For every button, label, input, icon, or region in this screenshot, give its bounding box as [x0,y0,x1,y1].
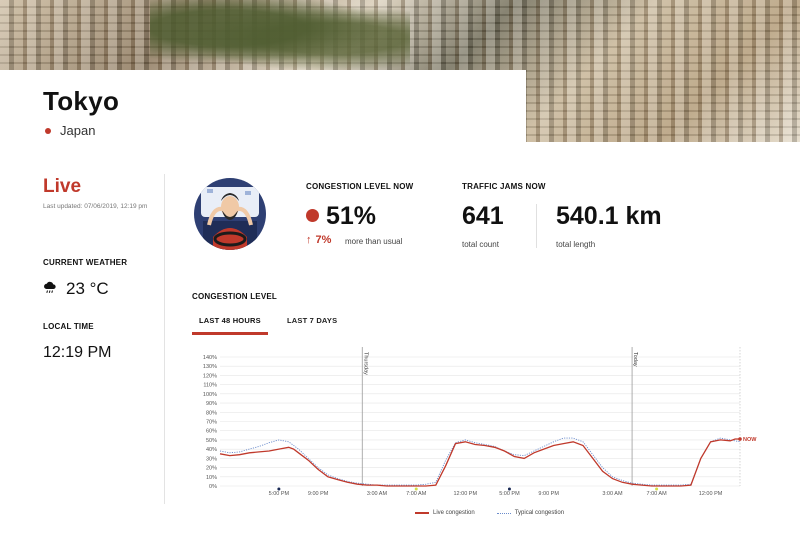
country-name: Japan [60,123,96,138]
y-tick-label: 90% [206,401,217,407]
legend-typical-swatch [496,512,511,514]
congestion-now-value: 51% [326,202,377,230]
traffic-jams-heading: TRAFFIC JAMS NOW [462,182,546,191]
y-tick-label: 110% [203,383,217,389]
x-tick-label: 9:00 PM [308,491,329,497]
x-tick-label: 3:00 AM [367,491,388,497]
arrow-up-icon: ↑ [306,234,312,246]
legend-live-swatch [415,512,429,514]
time-marker-dot [655,487,659,491]
y-tick-label: 60% [206,429,217,435]
jams-divider [536,204,537,248]
day-marker-label: Thursday [362,352,368,375]
local-time-value: 12:19 PM [43,344,112,361]
temperature: 23 °C [66,279,109,298]
last-updated: Last updated: 07/06/2019, 12:19 pm [43,203,148,210]
congestion-indicator-dot [306,209,319,222]
weather-heading: CURRENT WEATHER [43,258,128,267]
x-tick-label: 7:00 AM [647,491,668,497]
y-tick-label: 40% [206,447,217,453]
title-card [0,70,526,160]
x-tick-label: 9:00 PM [538,491,559,497]
hero-trees [150,0,410,70]
tab-last-48-hours[interactable]: LAST 48 HOURS [199,316,261,325]
x-tick-label: 3:00 AM [602,491,623,497]
x-tick-label: 7:00 AM [406,491,427,497]
y-tick-label: 30% [206,456,217,462]
traffic-jams-length: 540.1 km [556,202,662,230]
x-tick-label: 5:00 PM [269,491,290,497]
legend-typical: Typical congestion [496,510,565,516]
x-tick-label: 12:00 PM [699,491,723,497]
y-tick-label: 120% [203,373,217,379]
sidebar-divider [164,174,165,504]
driver-avatar-illustration [194,178,266,250]
x-tick-label: 5:00 PM [499,491,520,497]
typical-congestion-line [219,437,741,486]
y-tick-label: 50% [206,438,217,444]
local-time-heading: LOCAL TIME [43,322,94,331]
legend-typical-label: Typical congestion [514,510,565,516]
live-label: Live [43,176,82,197]
congestion-delta-text: more than usual [345,237,403,246]
traffic-jams-count: 641 [462,202,504,230]
y-tick-label: 130% [203,364,217,370]
y-tick-label: 70% [206,420,217,426]
traffic-jams-count-label: total count [462,240,499,249]
congestion-delta-value: 7% [315,234,332,246]
y-tick-label: 10% [206,475,217,481]
y-tick-label: 80% [206,410,217,416]
rain-cloud-icon [43,279,57,299]
now-label: NOW [743,437,757,443]
y-tick-label: 140% [203,355,217,361]
tab-last-7-days[interactable]: LAST 7 DAYS [287,316,338,325]
time-marker-dot [277,487,281,491]
traffic-jams-length-label: total length [556,240,596,249]
y-tick-label: 100% [203,392,217,398]
congestion-now-heading: CONGESTION LEVEL NOW [306,182,414,191]
weather-reading: 23 °C [43,279,109,299]
now-dot [738,437,742,441]
country-dot-icon [45,128,51,134]
time-marker-dot [414,487,418,491]
legend-live-label: Live congestion [433,510,475,516]
x-tick-label: 12:00 PM [454,491,478,497]
chart-legend: Live congestion Typical congestion [415,510,564,516]
active-tab-underline [192,332,268,335]
congestion-chart: 140% 130% 120% 110% 100% 90% 80% 70% 60% 50% 40% 30… [203,347,757,497]
y-tick-label: 20% [206,466,217,472]
congestion-delta: ↑ 7% [306,234,331,246]
y-tick-label: 0% [209,484,217,490]
time-marker-dot [507,487,511,491]
live-congestion-line [219,438,740,487]
congestion-level-heading: CONGESTION LEVEL [192,292,277,301]
legend-live: Live congestion [415,510,475,516]
day-marker-label: Today [632,352,638,367]
city-name: Tokyo [43,86,120,116]
